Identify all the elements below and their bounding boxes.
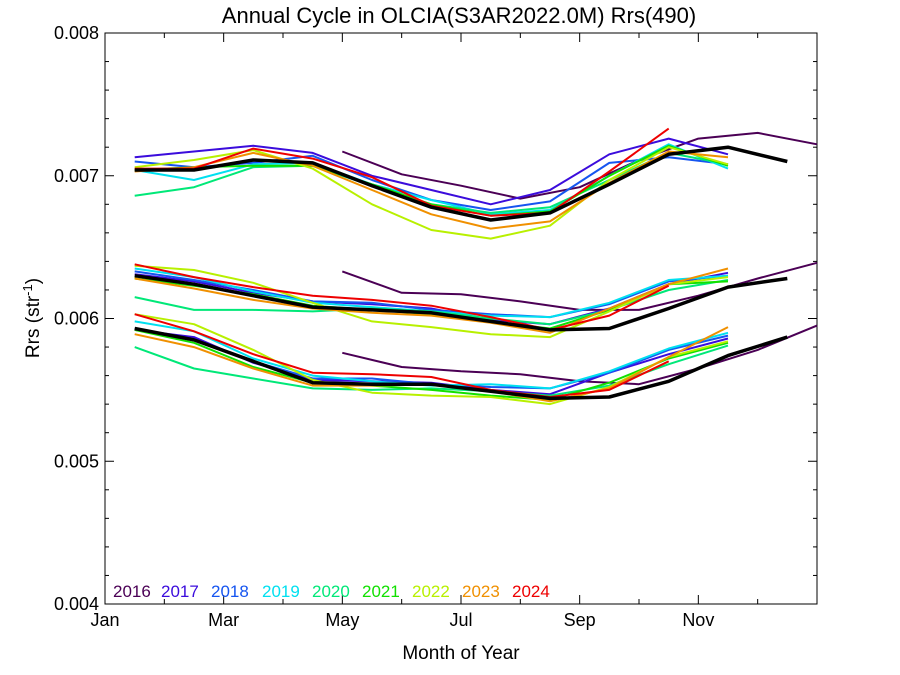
x-tick-label: Mar — [208, 610, 239, 630]
x-axis-ticks: Jan Mar May Jul Sep Nov — [90, 33, 759, 630]
y-tick-label: 0.006 — [54, 309, 99, 329]
series-line-2016-middle — [341, 261, 818, 311]
series-line-2022-middle — [134, 264, 729, 339]
x-axis-label: Month of Year — [402, 643, 520, 664]
y-axis-label: Rrs (str-1) — [20, 278, 44, 358]
series-line-2022-upper — [134, 146, 729, 240]
y-axis-label-exponent: -1 — [20, 284, 35, 296]
series-line-2021-lower — [134, 328, 729, 401]
legend-entry-2023: 2023 — [462, 582, 500, 601]
series-line-2023-middle — [134, 267, 729, 334]
legend-entry-2017: 2017 — [161, 582, 199, 601]
series-line-2016-upper — [341, 131, 818, 200]
mean-line-upper — [134, 145, 788, 222]
x-tick-label: Sep — [564, 610, 596, 630]
legend: 2016 2017 2018 2019 2020 2021 2022 2023 2024 — [113, 582, 550, 601]
x-tick-label: Nov — [682, 610, 714, 630]
series-line-2024-upper — [134, 127, 670, 217]
y-tick-label: 0.004 — [54, 594, 99, 614]
legend-entry-2020: 2020 — [312, 582, 350, 601]
legend-entry-2018: 2018 — [211, 582, 249, 601]
mean-line-lower — [134, 326, 788, 401]
y-axis-ticks: 0.004 0.005 0.006 0.007 0.008 — [54, 23, 817, 614]
series-line-2024-middle — [134, 263, 670, 331]
y-axis-label-close: ) — [23, 278, 44, 284]
x-tick-label: May — [325, 610, 359, 630]
series-lines — [134, 127, 818, 406]
series-line-2021-upper — [134, 144, 729, 217]
legend-entry-2022: 2022 — [412, 582, 450, 601]
legend-entry-2024: 2024 — [512, 582, 550, 601]
legend-entry-2016: 2016 — [113, 582, 151, 601]
mean-line-middle — [134, 273, 788, 332]
series-line-2017-upper — [134, 137, 729, 206]
legend-entry-2021: 2021 — [362, 582, 400, 601]
y-axis-label-main: Rrs (str — [23, 295, 44, 358]
y-tick-label: 0.007 — [54, 166, 99, 186]
x-tick-label: Jan — [90, 610, 119, 630]
y-tick-label: 0.005 — [54, 451, 99, 471]
x-tick-label: Jul — [449, 610, 472, 630]
legend-entry-2019: 2019 — [262, 582, 300, 601]
y-tick-label: 0.008 — [54, 23, 99, 43]
chart-title: Annual Cycle in OLCIA(S3AR2022.0M) Rrs(4… — [222, 3, 696, 28]
series-line-2024-lower — [134, 313, 670, 398]
